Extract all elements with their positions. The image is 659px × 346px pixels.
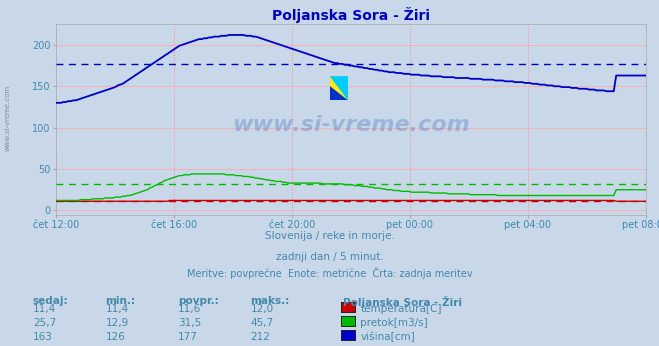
Text: povpr.:: povpr.: [178,296,219,306]
Text: zadnji dan / 5 minut.: zadnji dan / 5 minut. [275,252,384,262]
Text: Meritve: povprečne  Enote: metrične  Črta: zadnja meritev: Meritve: povprečne Enote: metrične Črta:… [186,267,473,279]
Text: Slovenija / reke in morje.: Slovenija / reke in morje. [264,231,395,241]
Text: 11,6: 11,6 [178,304,201,315]
Text: min.:: min.: [105,296,136,306]
Text: 11,4: 11,4 [33,304,56,315]
Text: 12,9: 12,9 [105,318,129,328]
Text: sedaj:: sedaj: [33,296,69,306]
Text: 11,4: 11,4 [105,304,129,315]
Text: 163: 163 [33,332,53,342]
Title: Poljanska Sora - Žiri: Poljanska Sora - Žiri [272,7,430,23]
Text: maks.:: maks.: [250,296,290,306]
Text: 12,0: 12,0 [250,304,273,315]
Text: temperatura[C]: temperatura[C] [360,304,442,315]
Text: 31,5: 31,5 [178,318,201,328]
Polygon shape [330,76,348,100]
Text: 25,7: 25,7 [33,318,56,328]
Text: 126: 126 [105,332,125,342]
Text: 45,7: 45,7 [250,318,273,328]
Text: višina[cm]: višina[cm] [360,332,415,343]
Text: 177: 177 [178,332,198,342]
Text: 212: 212 [250,332,270,342]
Text: www.si-vreme.com: www.si-vreme.com [232,115,470,135]
Text: pretok[m3/s]: pretok[m3/s] [360,318,428,328]
Text: Poljanska Sora - Žiri: Poljanska Sora - Žiri [343,296,462,308]
Text: www.si-vreme.com: www.si-vreme.com [5,84,11,151]
Polygon shape [330,86,348,100]
